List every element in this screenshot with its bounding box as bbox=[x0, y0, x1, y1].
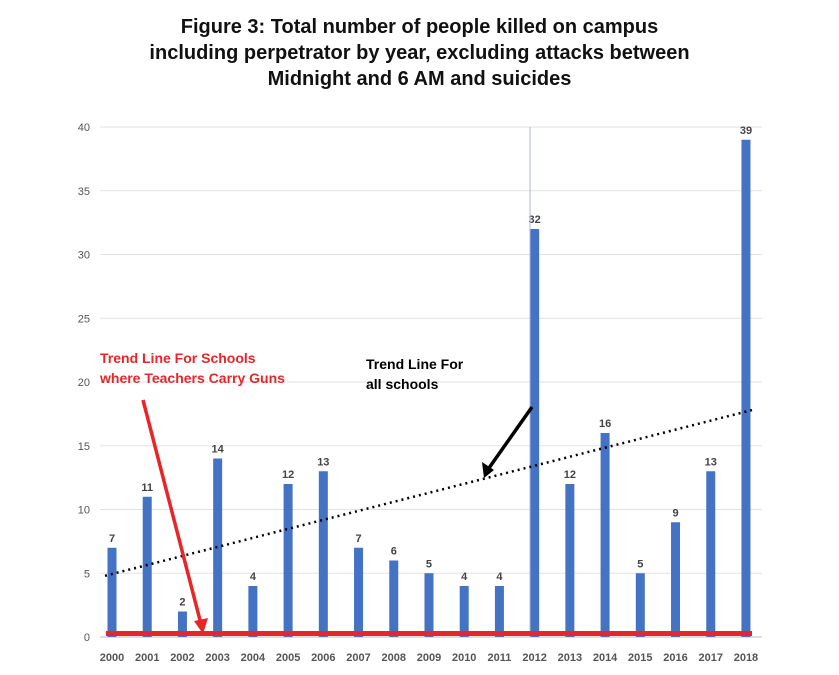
data-label: 12 bbox=[282, 469, 294, 481]
data-label: 7 bbox=[355, 533, 361, 545]
red-arrow-head-icon bbox=[194, 618, 208, 634]
bar-2000 bbox=[107, 547, 117, 637]
y-tick-label: 0 bbox=[84, 632, 90, 644]
chart-title: Figure 3: Total number of people killed … bbox=[0, 14, 839, 92]
bar-2002 bbox=[177, 611, 187, 637]
data-label: 12 bbox=[564, 469, 576, 481]
x-tick-label: 2003 bbox=[205, 652, 229, 664]
bar-2005 bbox=[283, 484, 293, 637]
x-tick-label: 2007 bbox=[346, 652, 370, 664]
x-tick-label: 2014 bbox=[593, 652, 618, 664]
bar-2007 bbox=[354, 547, 364, 637]
y-tick-label: 20 bbox=[78, 377, 90, 389]
data-label: 11 bbox=[141, 482, 153, 494]
bar-2001 bbox=[142, 496, 152, 637]
data-label: 16 bbox=[599, 418, 611, 430]
x-tick-label: 2005 bbox=[276, 652, 300, 664]
y-tick-label: 25 bbox=[78, 313, 90, 325]
data-label: 5 bbox=[637, 558, 643, 570]
annotation-line: all schools bbox=[366, 376, 439, 392]
black-arrow-head-icon bbox=[482, 462, 494, 478]
bar-2006 bbox=[318, 471, 328, 637]
title-line-2: including perpetrator by year, excluding… bbox=[149, 42, 690, 64]
data-label: 4 bbox=[461, 571, 468, 583]
x-tick-label: 2011 bbox=[487, 652, 511, 664]
data-label: 6 bbox=[391, 546, 397, 558]
annotation-all-schools-trend: Trend Line For all schools bbox=[366, 354, 463, 394]
data-label: 2 bbox=[179, 597, 185, 609]
y-tick-label: 15 bbox=[78, 441, 90, 453]
bar-2014 bbox=[600, 433, 610, 637]
y-tick-label: 10 bbox=[78, 505, 90, 517]
data-label: 5 bbox=[426, 558, 432, 570]
x-tick-label: 2001 bbox=[135, 652, 159, 664]
red-arrow-shaft bbox=[141, 399, 203, 625]
bar-2009 bbox=[424, 573, 434, 637]
annotation-line: Trend Line For Schools bbox=[100, 350, 256, 366]
x-tick-label: 2017 bbox=[698, 652, 722, 664]
data-label: 13 bbox=[705, 456, 717, 468]
x-tick-label: 2006 bbox=[311, 652, 335, 664]
annotation-teachers-trend: Trend Line For Schools where Teachers Ca… bbox=[100, 348, 285, 388]
data-label: 13 bbox=[317, 456, 329, 468]
x-tick-label: 2018 bbox=[734, 652, 758, 664]
bar-2016 bbox=[671, 522, 681, 637]
data-label: 39 bbox=[740, 125, 752, 137]
data-label: 4 bbox=[496, 571, 503, 583]
bar-2013 bbox=[565, 484, 575, 637]
x-tick-label: 2000 bbox=[100, 652, 124, 664]
data-label: 4 bbox=[250, 571, 257, 583]
x-tick-label: 2009 bbox=[417, 652, 441, 664]
title-line-3: Midnight and 6 AM and suicides bbox=[267, 68, 572, 90]
bar-2015 bbox=[635, 573, 645, 637]
x-tick-label: 2012 bbox=[522, 652, 546, 664]
x-tick-label: 2002 bbox=[170, 652, 194, 664]
y-tick-label: 35 bbox=[78, 186, 90, 198]
y-tick-label: 5 bbox=[84, 568, 90, 580]
bar-2010 bbox=[459, 586, 469, 637]
x-tick-label: 2004 bbox=[241, 652, 266, 664]
black-arrow-shaft bbox=[487, 405, 534, 470]
x-tick-label: 2008 bbox=[382, 652, 406, 664]
bar-2008 bbox=[389, 560, 399, 637]
data-label: 32 bbox=[529, 214, 541, 226]
annotation-line: Trend Line For bbox=[366, 356, 464, 372]
bar-2011 bbox=[494, 586, 504, 637]
bar-2018 bbox=[741, 139, 751, 637]
bar-2003 bbox=[213, 458, 223, 637]
x-tick-label: 2013 bbox=[558, 652, 582, 664]
title-line-1: Figure 3: Total number of people killed … bbox=[180, 16, 659, 38]
data-label: 9 bbox=[672, 507, 678, 519]
bar-2004 bbox=[248, 586, 258, 637]
x-tick-label: 2016 bbox=[663, 652, 687, 664]
y-tick-label: 30 bbox=[78, 250, 90, 262]
trend-line-all-schools bbox=[104, 408, 753, 578]
bar-2012 bbox=[530, 229, 540, 637]
x-tick-label: 2015 bbox=[628, 652, 652, 664]
annotation-line: where Teachers Carry Guns bbox=[100, 370, 285, 386]
data-label: 14 bbox=[212, 444, 225, 456]
data-label: 7 bbox=[109, 533, 115, 545]
x-tick-label: 2010 bbox=[452, 652, 476, 664]
bar-2017 bbox=[706, 471, 716, 637]
y-tick-label: 40 bbox=[78, 122, 90, 134]
